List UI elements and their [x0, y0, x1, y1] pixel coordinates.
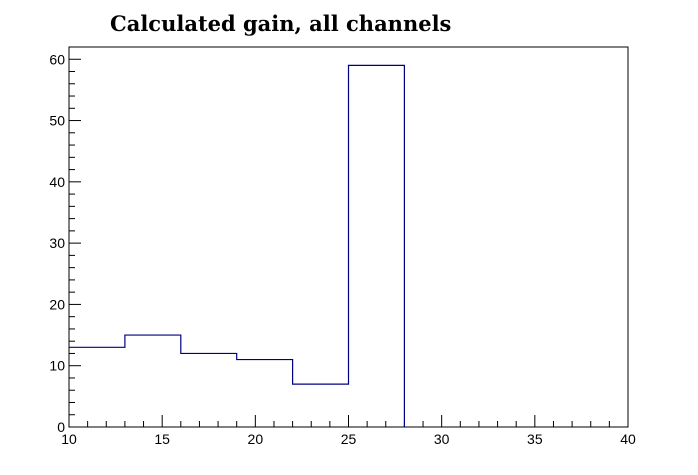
- histogram-bin: [349, 65, 405, 427]
- histogram-bin: [181, 353, 237, 427]
- chart-title: Calculated gain, all channels: [110, 11, 451, 36]
- y-tick-label: 60: [49, 51, 65, 67]
- histogram-outline: [69, 64, 405, 427]
- y-tick-label: 50: [49, 113, 65, 129]
- y-tick-label: 40: [49, 174, 65, 190]
- histogram-bin: [69, 347, 125, 427]
- y-tick-label: 10: [49, 358, 65, 374]
- histogram-bin: [125, 335, 181, 427]
- x-tick-label: 40: [620, 431, 636, 447]
- x-tick-label: 15: [154, 431, 170, 447]
- y-tick-label: 0: [57, 419, 65, 435]
- axis-ticks: [68, 46, 629, 428]
- histogram-bin: [237, 360, 293, 427]
- histogram-bin: [293, 384, 349, 427]
- y-tick-label: 20: [49, 296, 65, 312]
- x-tick-label: 35: [527, 431, 543, 447]
- y-tick-label: 30: [49, 235, 65, 251]
- x-tick-label: 20: [248, 431, 264, 447]
- histogram-series: [69, 64, 405, 427]
- x-tick-label: 25: [341, 431, 357, 447]
- x-tick-label: 30: [434, 431, 450, 447]
- x-tick-label: 10: [61, 431, 77, 447]
